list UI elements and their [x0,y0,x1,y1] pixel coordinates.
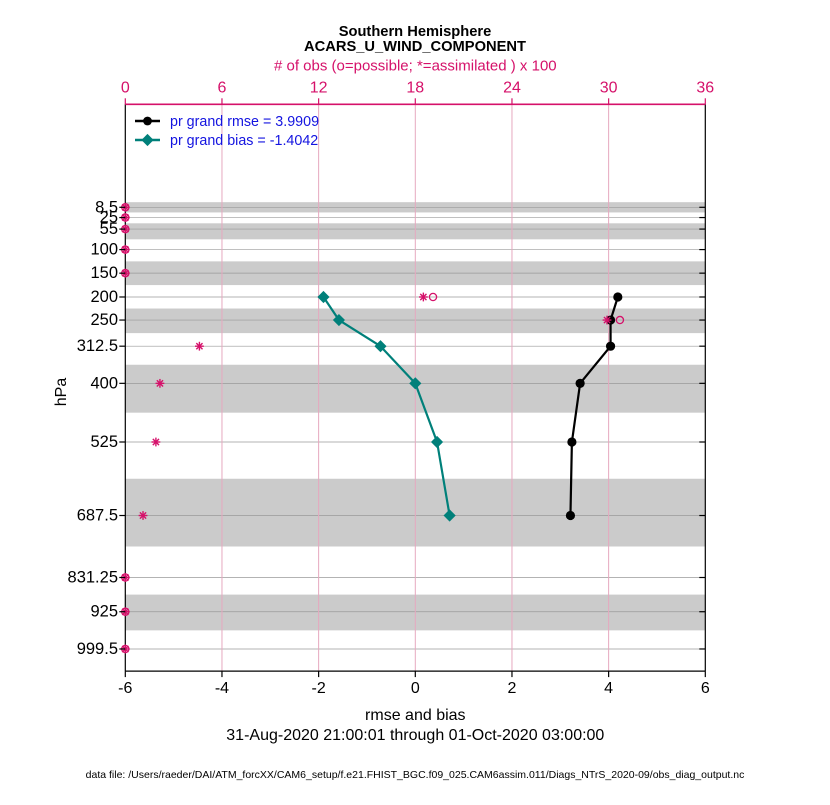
svg-text:-2: -2 [312,680,326,697]
svg-text:4: 4 [604,680,613,697]
svg-text:ACARS_U_WIND_COMPONENT: ACARS_U_WIND_COMPONENT [304,39,526,55]
svg-text:# of obs (o=possible; *=assim: # of obs (o=possible; *=assimilated ) x … [274,57,557,74]
svg-text:0: 0 [121,79,130,96]
svg-text:925: 925 [90,603,118,621]
svg-text:312.5: 312.5 [77,337,118,355]
svg-text:-6: -6 [118,680,132,697]
svg-text:6: 6 [218,79,227,96]
svg-text:data file: /Users/raeder/DAI/A: data file: /Users/raeder/DAI/ATM_forcXX/… [86,769,745,781]
svg-text:18: 18 [406,79,424,96]
svg-text:12: 12 [310,79,328,96]
svg-text:250: 250 [90,311,118,329]
svg-text:pr grand bias = -1.4042: pr grand bias = -1.4042 [170,133,318,149]
svg-text:100: 100 [90,241,118,259]
svg-text:687.5: 687.5 [77,507,118,525]
svg-text:400: 400 [90,374,118,392]
svg-text:525: 525 [90,433,118,451]
svg-text:2: 2 [508,680,517,697]
svg-text:200: 200 [90,288,118,306]
svg-text:831.25: 831.25 [68,569,118,587]
svg-text:rmse and bias: rmse and bias [365,707,466,724]
svg-text:6: 6 [701,680,710,697]
svg-text:-4: -4 [215,680,229,697]
svg-text:30: 30 [600,79,618,96]
svg-text:55: 55 [100,220,118,238]
svg-text:999.5: 999.5 [77,640,118,658]
svg-text:31-Aug-2020 21:00:01 through 0: 31-Aug-2020 21:00:01 through 01-Oct-2020… [226,727,604,744]
svg-text:150: 150 [90,264,118,282]
svg-text:36: 36 [696,79,714,96]
svg-text:0: 0 [411,680,420,697]
svg-text:24: 24 [503,79,521,96]
svg-text:Southern Hemisphere: Southern Hemisphere [339,24,492,40]
svg-text:hPa: hPa [53,378,70,407]
svg-text:pr grand rmse = 3.9909: pr grand rmse = 3.9909 [170,114,319,130]
